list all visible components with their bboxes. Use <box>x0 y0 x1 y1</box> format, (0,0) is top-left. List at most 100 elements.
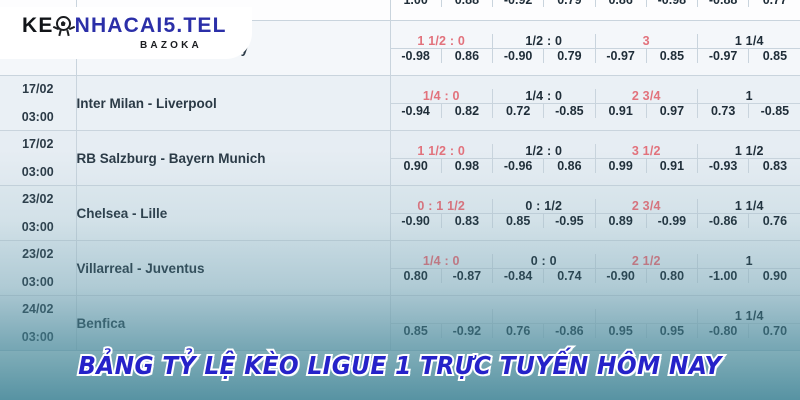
odds-price[interactable]: 0.91 <box>596 103 647 118</box>
odds-price[interactable]: 0.79 <box>544 0 596 7</box>
odds-price[interactable]: -0.86 <box>544 323 596 338</box>
odds-price[interactable]: 0.77 <box>762 0 788 7</box>
odds-price[interactable]: -1.00 <box>698 268 750 283</box>
handicap-value[interactable]: 1 <box>745 253 753 268</box>
odds-price[interactable]: 0.83 <box>762 158 788 173</box>
odds-price[interactable]: -0.90 <box>493 48 545 63</box>
match-name-cell[interactable]: Chelsea - Lille <box>76 185 391 241</box>
handicap-value[interactable]: 2 3/4 <box>596 198 698 213</box>
odds-price[interactable]: 0.90 <box>762 268 788 283</box>
handicap-value[interactable] <box>596 308 698 323</box>
promo-banner-text: BẢNG TỶ LỆ KÈO LIGUE 1 TRỰC TUYẾN HÔM NA… <box>76 349 723 382</box>
odds-price[interactable]: 0.88 <box>442 0 493 7</box>
handicap-value[interactable]: 1/4 : 0 <box>391 253 493 268</box>
odds-price[interactable]: -0.80 <box>698 323 750 338</box>
handicap-value[interactable]: 1 1/4 <box>734 33 764 48</box>
table-row[interactable]: 23/02 03:00 Chelsea - Lille 0 : 1 1/2 0 : 1/… <box>0 185 800 241</box>
match-name-cell[interactable]: Inter Milan - Liverpool <box>76 75 391 131</box>
odds-price[interactable]: 0.95 <box>647 323 698 338</box>
handicap-value[interactable]: 2 1/2 <box>596 253 698 268</box>
odds-price[interactable]: 1.00 <box>391 0 442 7</box>
odds-price[interactable]: -0.86 <box>698 213 750 228</box>
odds-price[interactable]: 0.72 <box>493 103 545 118</box>
table-row[interactable]: 17/02 03:00 RB Salzburg - Bayern Munich 1 1… <box>0 130 800 186</box>
odds-price[interactable]: 0.89 <box>596 213 647 228</box>
odds-price[interactable]: 0.97 <box>647 103 698 118</box>
odds-price[interactable]: 0.85 <box>391 323 442 338</box>
odds-price[interactable]: 0.90 <box>391 158 442 173</box>
odds-price[interactable]: 0.85 <box>647 48 698 63</box>
site-logo-card[interactable]: KE NHACAI5.TEL BAZOKA <box>0 7 252 59</box>
odds-price[interactable]: 0.80 <box>391 268 442 283</box>
odds-price[interactable]: -0.90 <box>596 268 647 283</box>
odds-price[interactable]: -0.95 <box>544 213 596 228</box>
odds-price[interactable]: -0.94 <box>391 103 442 118</box>
odds-price[interactable]: 0.76 <box>762 213 788 228</box>
match-name-cell[interactable]: Benfica <box>76 295 391 351</box>
handicap-value[interactable]: 1/4 : 0 <box>493 88 596 103</box>
odds-price[interactable]: 0.95 <box>596 323 647 338</box>
handicap-value[interactable]: 3 1/2 <box>596 143 698 158</box>
price-row: -0.98 0.86 -0.90 0.79 -0.97 0.85 -0.97 0.85 <box>390 47 800 63</box>
match-datetime-cell: 24/02 03:00 <box>0 295 77 351</box>
odds-price[interactable]: 0.85 <box>493 213 545 228</box>
odds-price[interactable]: -0.92 <box>493 0 545 7</box>
odds-price[interactable]: 0.86 <box>596 0 647 7</box>
odds-price[interactable]: -0.96 <box>493 158 545 173</box>
odds-price[interactable]: -0.85 <box>760 103 790 118</box>
handicap-value[interactable]: 0 : 1 1/2 <box>391 198 493 213</box>
handicap-value[interactable]: 0 : 0 <box>493 253 596 268</box>
odds-price[interactable]: -0.88 <box>698 0 750 7</box>
odds-price[interactable]: 0.86 <box>544 158 596 173</box>
odds-price[interactable]: 0.85 <box>762 48 788 63</box>
handicap-value[interactable] <box>391 308 493 323</box>
handicap-value[interactable]: 1/4 : 0 <box>391 88 493 103</box>
handicap-value[interactable]: 1 1/2 <box>734 143 764 158</box>
match-name-cell[interactable]: Villarreal - Juventus <box>76 240 391 296</box>
handicap-value[interactable]: 1/2 : 0 <box>493 33 596 48</box>
match-time: 03:00 <box>21 329 54 344</box>
odds-price[interactable]: 0.76 <box>493 323 545 338</box>
handicap-value[interactable]: 1 1/4 <box>734 198 764 213</box>
odds-price[interactable]: -0.90 <box>391 213 442 228</box>
match-date: 23/02 <box>22 192 54 207</box>
odds-price[interactable]: -0.87 <box>442 268 493 283</box>
odds-price[interactable]: -0.97 <box>698 48 750 63</box>
odds-price[interactable]: 0.98 <box>442 158 493 173</box>
handicap-value[interactable]: 1/2 : 0 <box>493 143 596 158</box>
handicap-value[interactable]: 1 1/2 : 0 <box>391 33 493 48</box>
soccer-ball-mascot-icon <box>52 16 75 37</box>
odds-price[interactable]: -0.93 <box>698 158 750 173</box>
handicap-value[interactable]: 1 1/2 : 0 <box>391 143 493 158</box>
handicap-value[interactable]: 3 <box>596 33 698 48</box>
odds-price[interactable]: -0.98 <box>647 0 698 7</box>
odds-price[interactable]: -0.97 <box>596 48 647 63</box>
odds-price[interactable]: 0.86 <box>442 48 493 63</box>
odds-price[interactable]: 0.74 <box>544 268 596 283</box>
table-row[interactable]: 17/02 03:00 Inter Milan - Liverpool 1/4 : 0… <box>0 75 800 131</box>
odds-price[interactable]: -0.98 <box>391 48 442 63</box>
odds-price[interactable]: -0.84 <box>493 268 545 283</box>
odds-price[interactable]: 0.99 <box>596 158 647 173</box>
odds-price[interactable]: 0.73 <box>698 103 750 118</box>
match-name-cell[interactable]: RB Salzburg - Bayern Munich <box>76 130 391 186</box>
handicap-value[interactable]: 1 1/4 <box>734 308 764 323</box>
odds-price[interactable]: 0.91 <box>647 158 698 173</box>
odds-price[interactable]: -0.99 <box>647 213 698 228</box>
handicap-value[interactable]: 0 : 1/2 <box>493 198 596 213</box>
odds-price[interactable]: 0.79 <box>544 48 596 63</box>
odds-price[interactable]: 0.82 <box>442 103 493 118</box>
handicap-value[interactable]: 2 3/4 <box>596 88 698 103</box>
odds-price[interactable]: -0.92 <box>442 323 493 338</box>
odds-price[interactable]: 0.70 <box>762 323 788 338</box>
odds-price[interactable]: -0.85 <box>544 103 596 118</box>
odds-price[interactable]: 0.83 <box>442 213 493 228</box>
handicap-row: 0 : 1 1/2 0 : 1/2 2 3/4 1 1/4 <box>391 198 800 213</box>
table-row[interactable]: 24/02 03:00 Benfica 1 1/4 0.85 -0.92 0.76 -0.86… <box>0 295 800 351</box>
odds-price[interactable]: 0.80 <box>647 268 698 283</box>
handicap-value[interactable] <box>493 308 596 323</box>
handicap-value[interactable]: 1 <box>745 88 753 103</box>
